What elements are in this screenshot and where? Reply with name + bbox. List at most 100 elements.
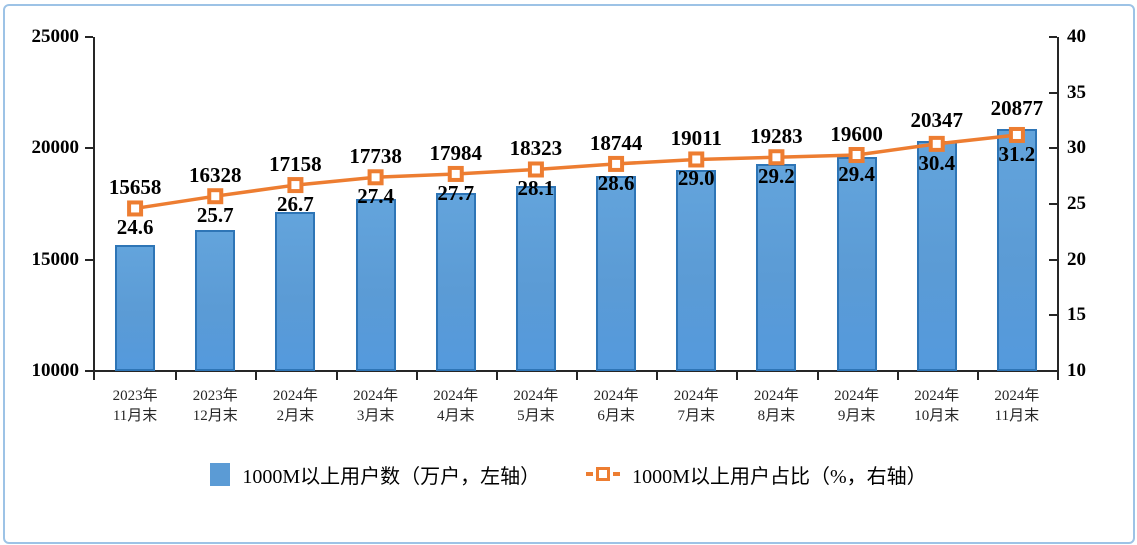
- line-marker-icon: [527, 161, 544, 178]
- y-axis-right-tick-label: 15: [1067, 304, 1086, 326]
- y-axis-right: [1057, 37, 1059, 379]
- bar-value-label: 19283: [750, 124, 803, 149]
- x-axis-category-label: 2023年 11月末: [112, 388, 158, 424]
- bar-value-label: 18323: [509, 136, 563, 161]
- x-axis-tick: [736, 372, 739, 380]
- x-axis-tick: [93, 372, 95, 380]
- line-value-label: 27.4: [357, 184, 394, 209]
- line-marker-icon: [768, 149, 785, 166]
- x-axis-category-label: 2023年 12月末: [192, 388, 238, 424]
- line-value-label: 25.7: [196, 203, 234, 228]
- bar-series-legend-label: 1000M以上用户数（万户，左轴）: [242, 465, 541, 488]
- bar: [916, 140, 957, 371]
- bar-value-label: 19011: [670, 126, 722, 151]
- line-marker-icon: [207, 188, 224, 205]
- bar: [756, 164, 797, 371]
- x-axis-category-label: 2024年 4月末: [433, 388, 479, 424]
- line-value-label: 29.0: [677, 166, 715, 191]
- bar-value-label: 19600: [830, 122, 883, 146]
- legend: 1000M以上用户数（万户，左轴） 1000M以上用户占比（%，右轴）: [0, 452, 1137, 496]
- x-axis-category-label: 2024年 3月末: [353, 388, 399, 424]
- bar-value-label: 15658: [108, 175, 162, 200]
- x-axis-category-label: 2024年 7月末: [673, 388, 719, 424]
- y-axis-left-tick-label: 10000: [31, 360, 80, 381]
- line-value-label: 24.6: [116, 215, 154, 240]
- x-axis-category-label: 2024年 6月末: [593, 388, 639, 424]
- y-axis-right-tick-label: 25: [1067, 193, 1086, 214]
- x-axis: [93, 370, 1059, 372]
- x-axis-tick: [255, 372, 258, 380]
- bar-value-label: 20877: [990, 95, 1044, 120]
- x-axis-tick: [816, 372, 819, 380]
- x-axis-tick: [1057, 372, 1059, 380]
- y-axis-right-tick-label: 10: [1067, 360, 1086, 381]
- y-axis-left-tick: [85, 36, 93, 38]
- bar: [115, 245, 156, 371]
- y-axis-left-tick-label: 25000: [31, 26, 80, 47]
- legend-item-bar-series: 1000M以上用户数（万户，左轴）: [210, 460, 540, 489]
- y-axis-right-tick: [1049, 36, 1057, 38]
- x-axis-tick: [976, 372, 979, 380]
- line-value-label: 28.1: [517, 176, 555, 201]
- line-series-path: [134, 133, 1018, 211]
- legend-item-line-series: 1000M以上用户占比（%，右轴）: [586, 460, 927, 489]
- bar-series-swatch-icon: [210, 462, 231, 486]
- bar: [435, 193, 476, 371]
- y-axis-right-tick: [1049, 91, 1057, 94]
- x-axis-category-label: 2024年 5月末: [513, 388, 559, 424]
- x-axis-tick: [495, 372, 498, 380]
- bar-value-label: 16328: [189, 163, 242, 188]
- line-marker-icon: [287, 177, 304, 194]
- y-axis-right-tick: [1049, 314, 1057, 317]
- y-axis-right-tick: [1049, 370, 1057, 372]
- bar: [355, 198, 396, 371]
- line-marker-icon: [127, 200, 144, 217]
- x-axis-tick: [896, 372, 899, 380]
- line-marker-icon: [688, 151, 705, 168]
- y-axis-right-tick-label: 35: [1067, 81, 1086, 103]
- y-axis-left: [93, 37, 95, 379]
- x-axis-category-label: 2024年 8月末: [753, 388, 799, 424]
- y-axis-right-tick: [1049, 258, 1057, 261]
- x-axis-tick: [576, 372, 578, 380]
- line-series-marker-icon: [586, 467, 621, 481]
- bar-value-label: 18744: [589, 130, 643, 155]
- x-axis-tick: [175, 372, 178, 380]
- y-axis-right-tick: [1049, 203, 1057, 205]
- y-axis-right-tick-label: 30: [1067, 137, 1086, 159]
- y-axis-left-tick-label: 15000: [31, 248, 80, 270]
- line-value-label: 29.4: [838, 162, 875, 186]
- y-axis-right-tick-label: 20: [1067, 248, 1086, 270]
- x-axis-tick: [335, 372, 338, 380]
- bar-value-label: 17158: [269, 152, 322, 177]
- bar: [275, 211, 316, 371]
- bar-value-label: 20347: [910, 107, 964, 132]
- line-marker-icon: [447, 165, 464, 182]
- bar-value-label: 17738: [349, 144, 402, 169]
- bar: [515, 185, 556, 371]
- line-value-label: 26.7: [277, 192, 314, 217]
- line-value-label: 27.7: [437, 180, 475, 205]
- y-axis-left-tick: [85, 370, 93, 372]
- line-series-legend-label: 1000M以上用户占比（%，右轴）: [632, 465, 927, 488]
- x-axis-category-label: 2024年 9月末: [834, 388, 880, 424]
- line-marker-icon: [608, 155, 625, 172]
- line-value-label: 29.2: [758, 164, 795, 189]
- x-axis-category-label: 2024年 10月末: [914, 388, 960, 424]
- y-axis-left-tick: [85, 147, 93, 150]
- y-axis-left-tick: [85, 258, 93, 261]
- x-axis-category-label: 2024年 11月末: [994, 388, 1040, 424]
- bar: [836, 157, 877, 371]
- line-marker-icon: [367, 169, 384, 186]
- x-axis-tick: [656, 372, 659, 380]
- line-value-label: 30.4: [918, 150, 956, 175]
- y-axis-right-tick-label: 40: [1067, 26, 1086, 47]
- bar: [195, 230, 236, 371]
- y-axis-left-tick-label: 20000: [31, 137, 80, 159]
- y-axis-right-tick: [1049, 147, 1057, 150]
- x-axis-tick: [415, 372, 418, 380]
- bar: [676, 170, 717, 371]
- x-axis-category-label: 2024年 2月末: [272, 388, 318, 424]
- line-value-label: 28.6: [597, 170, 635, 195]
